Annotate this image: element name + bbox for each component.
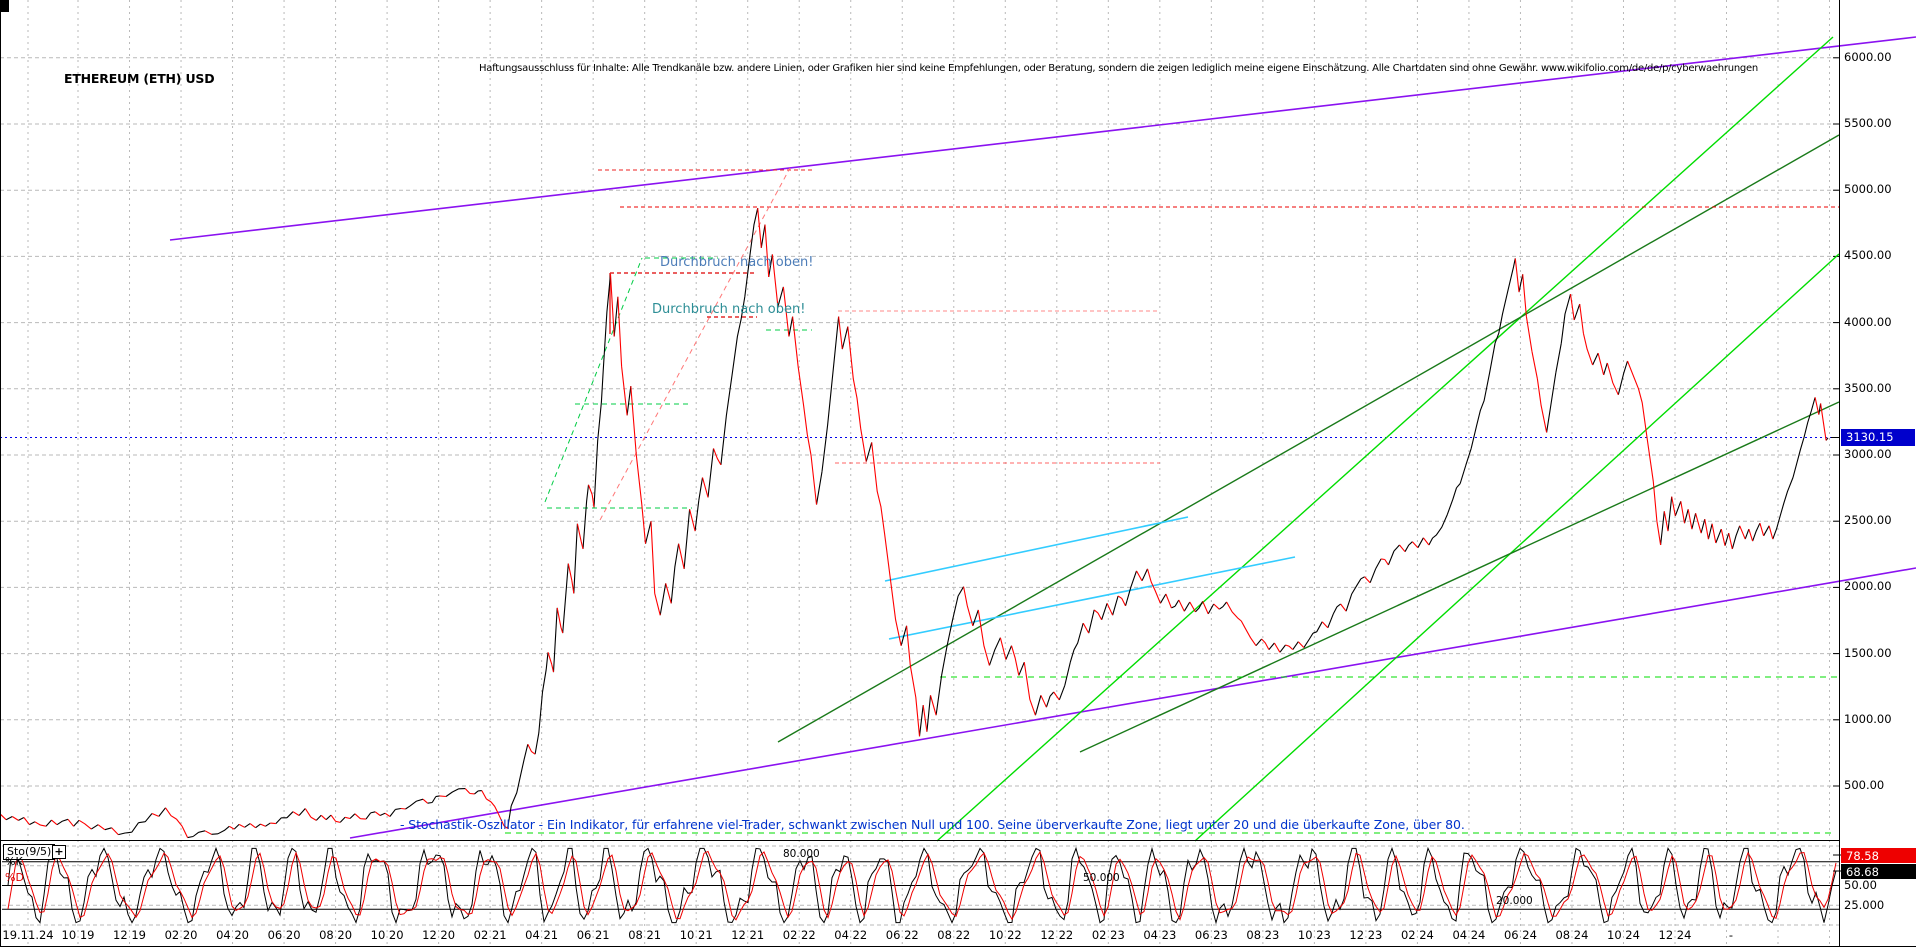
x-axis-label: 04 22 bbox=[834, 928, 868, 942]
price-axis-label: 2500.00 bbox=[1844, 513, 1892, 528]
price-axis-label: 1500.00 bbox=[1844, 645, 1892, 660]
oscillator-indicator-label[interactable]: Sto(9/5) bbox=[3, 844, 56, 860]
disclaimer-text: Haftungsausschluss für Inhalte: Alle Tre… bbox=[479, 63, 1759, 74]
overlay-cyan-1 bbox=[884, 516, 1189, 582]
oscillator-indicator-name: Sto(9/5) bbox=[7, 845, 52, 858]
x-axis-label: 10 24 bbox=[1607, 928, 1640, 942]
oscillator-scale-label-25: 25.000 bbox=[1844, 898, 1885, 912]
oscillator-expand-button[interactable]: + bbox=[52, 845, 66, 859]
x-axis-label: 06 20 bbox=[267, 928, 301, 942]
oscillator-scale-label-50: 50.00 bbox=[1844, 878, 1877, 892]
x-axis-label: 02 23 bbox=[1091, 928, 1125, 942]
x-axis-label: 08 23 bbox=[1246, 928, 1280, 942]
overlay-channel-top bbox=[169, 36, 1916, 241]
x-axis-label: 06 23 bbox=[1194, 928, 1228, 942]
price-axis-label: 3000.00 bbox=[1844, 447, 1892, 461]
x-axis-label: 12 20 bbox=[422, 928, 456, 942]
overlay-uptrend-dark-1 bbox=[777, 134, 1840, 743]
price-axis-label: 4000.00 bbox=[1844, 314, 1892, 329]
x-axis-label: 02 24 bbox=[1400, 928, 1434, 942]
x-axis-label: 06 24 bbox=[1503, 928, 1537, 942]
stochastic-k-line bbox=[7, 846, 1837, 925]
window-corner-box bbox=[0, 0, 9, 12]
percent-d-label: %D bbox=[5, 871, 24, 884]
oscillator-level-label: 50.000 bbox=[1083, 871, 1120, 884]
price-axis-label: 500.00 bbox=[1844, 778, 1885, 792]
overlay-cyan-2 bbox=[888, 556, 1296, 640]
x-axis-label: 08 20 bbox=[319, 928, 353, 942]
oscillator-level-label: 80.000 bbox=[783, 847, 820, 860]
instrument-title: ETHEREUM (ETH) USD bbox=[64, 71, 215, 86]
annotation-breakout-upper: Durchbruch nach oben! bbox=[660, 255, 814, 270]
price-axis-label: 6000.00 bbox=[1844, 49, 1892, 64]
x-axis-label: 02 22 bbox=[782, 928, 816, 942]
price-axis-label: 5000.00 bbox=[1844, 182, 1892, 197]
price-axis-label: 4500.00 bbox=[1844, 248, 1892, 263]
x-axis-label: 12 22 bbox=[1040, 928, 1074, 942]
overlay-channel-bottom bbox=[349, 567, 1916, 839]
x-axis-label: 02 21 bbox=[473, 928, 507, 942]
x-axis-label: 04 21 bbox=[525, 928, 559, 942]
price-axis-label: 5500.00 bbox=[1844, 116, 1892, 130]
x-axis-label: 10 20 bbox=[370, 928, 404, 942]
x-axis-label: 06 21 bbox=[576, 928, 610, 942]
x-axis-label: 10 23 bbox=[1297, 928, 1331, 942]
x-axis-label: 08 24 bbox=[1555, 928, 1589, 942]
price-axis-label: 2000.00 bbox=[1844, 579, 1892, 594]
price-series-down bbox=[0, 208, 1827, 838]
price-axis-label: 1000.00 bbox=[1844, 711, 1892, 726]
x-axis-label: 04 20 bbox=[216, 928, 250, 942]
stochastic-description: - Stochastik-Oszillator - Ein Indikator,… bbox=[400, 817, 1465, 832]
x-axis-label: 02 20 bbox=[164, 928, 198, 942]
x-axis-label: 06 22 bbox=[885, 928, 919, 942]
stochastic-k-badge: 68.68 bbox=[1841, 864, 1916, 879]
oscillator-level-label: 20.000 bbox=[1496, 895, 1533, 908]
overlay-uptrend-bright-1 bbox=[936, 36, 1834, 842]
x-axis-end-dash: - bbox=[1728, 928, 1734, 942]
x-axis-label: 12 21 bbox=[731, 928, 765, 942]
x-axis-label: 12 24 bbox=[1658, 928, 1692, 942]
x-axis-label: 08 21 bbox=[628, 928, 662, 942]
overlay-red-diagonal bbox=[599, 167, 791, 521]
x-axis-label: 10 21 bbox=[679, 928, 713, 942]
stochastic-d-line bbox=[7, 850, 1837, 921]
x-axis-label: 12 19 bbox=[113, 928, 146, 942]
percent-k-label: %K bbox=[5, 855, 23, 868]
x-axis-label: 08 22 bbox=[937, 928, 971, 942]
overlay-uptrend-bright-2 bbox=[1194, 253, 1840, 842]
price-axis-label: 3500.00 bbox=[1844, 380, 1892, 395]
x-axis-label: 12 23 bbox=[1349, 928, 1383, 942]
x-axis-label: 10 19 bbox=[61, 928, 95, 942]
price-series-up bbox=[5, 207, 1829, 839]
overlay-uptrend-dark-2 bbox=[1079, 401, 1840, 753]
overlay-green-diagonal bbox=[544, 257, 643, 503]
x-axis-label: 04 23 bbox=[1143, 928, 1177, 942]
current-price-badge: 3130.15 bbox=[1841, 429, 1915, 446]
x-axis-label: 19.11.24 bbox=[2, 928, 54, 942]
stochastic-d-badge: 78.58 bbox=[1841, 848, 1916, 863]
x-axis-label: 10 22 bbox=[988, 928, 1022, 942]
annotation-breakout-lower: Durchbruch nach oben! bbox=[652, 302, 806, 317]
x-axis-label: 04 24 bbox=[1452, 928, 1486, 942]
